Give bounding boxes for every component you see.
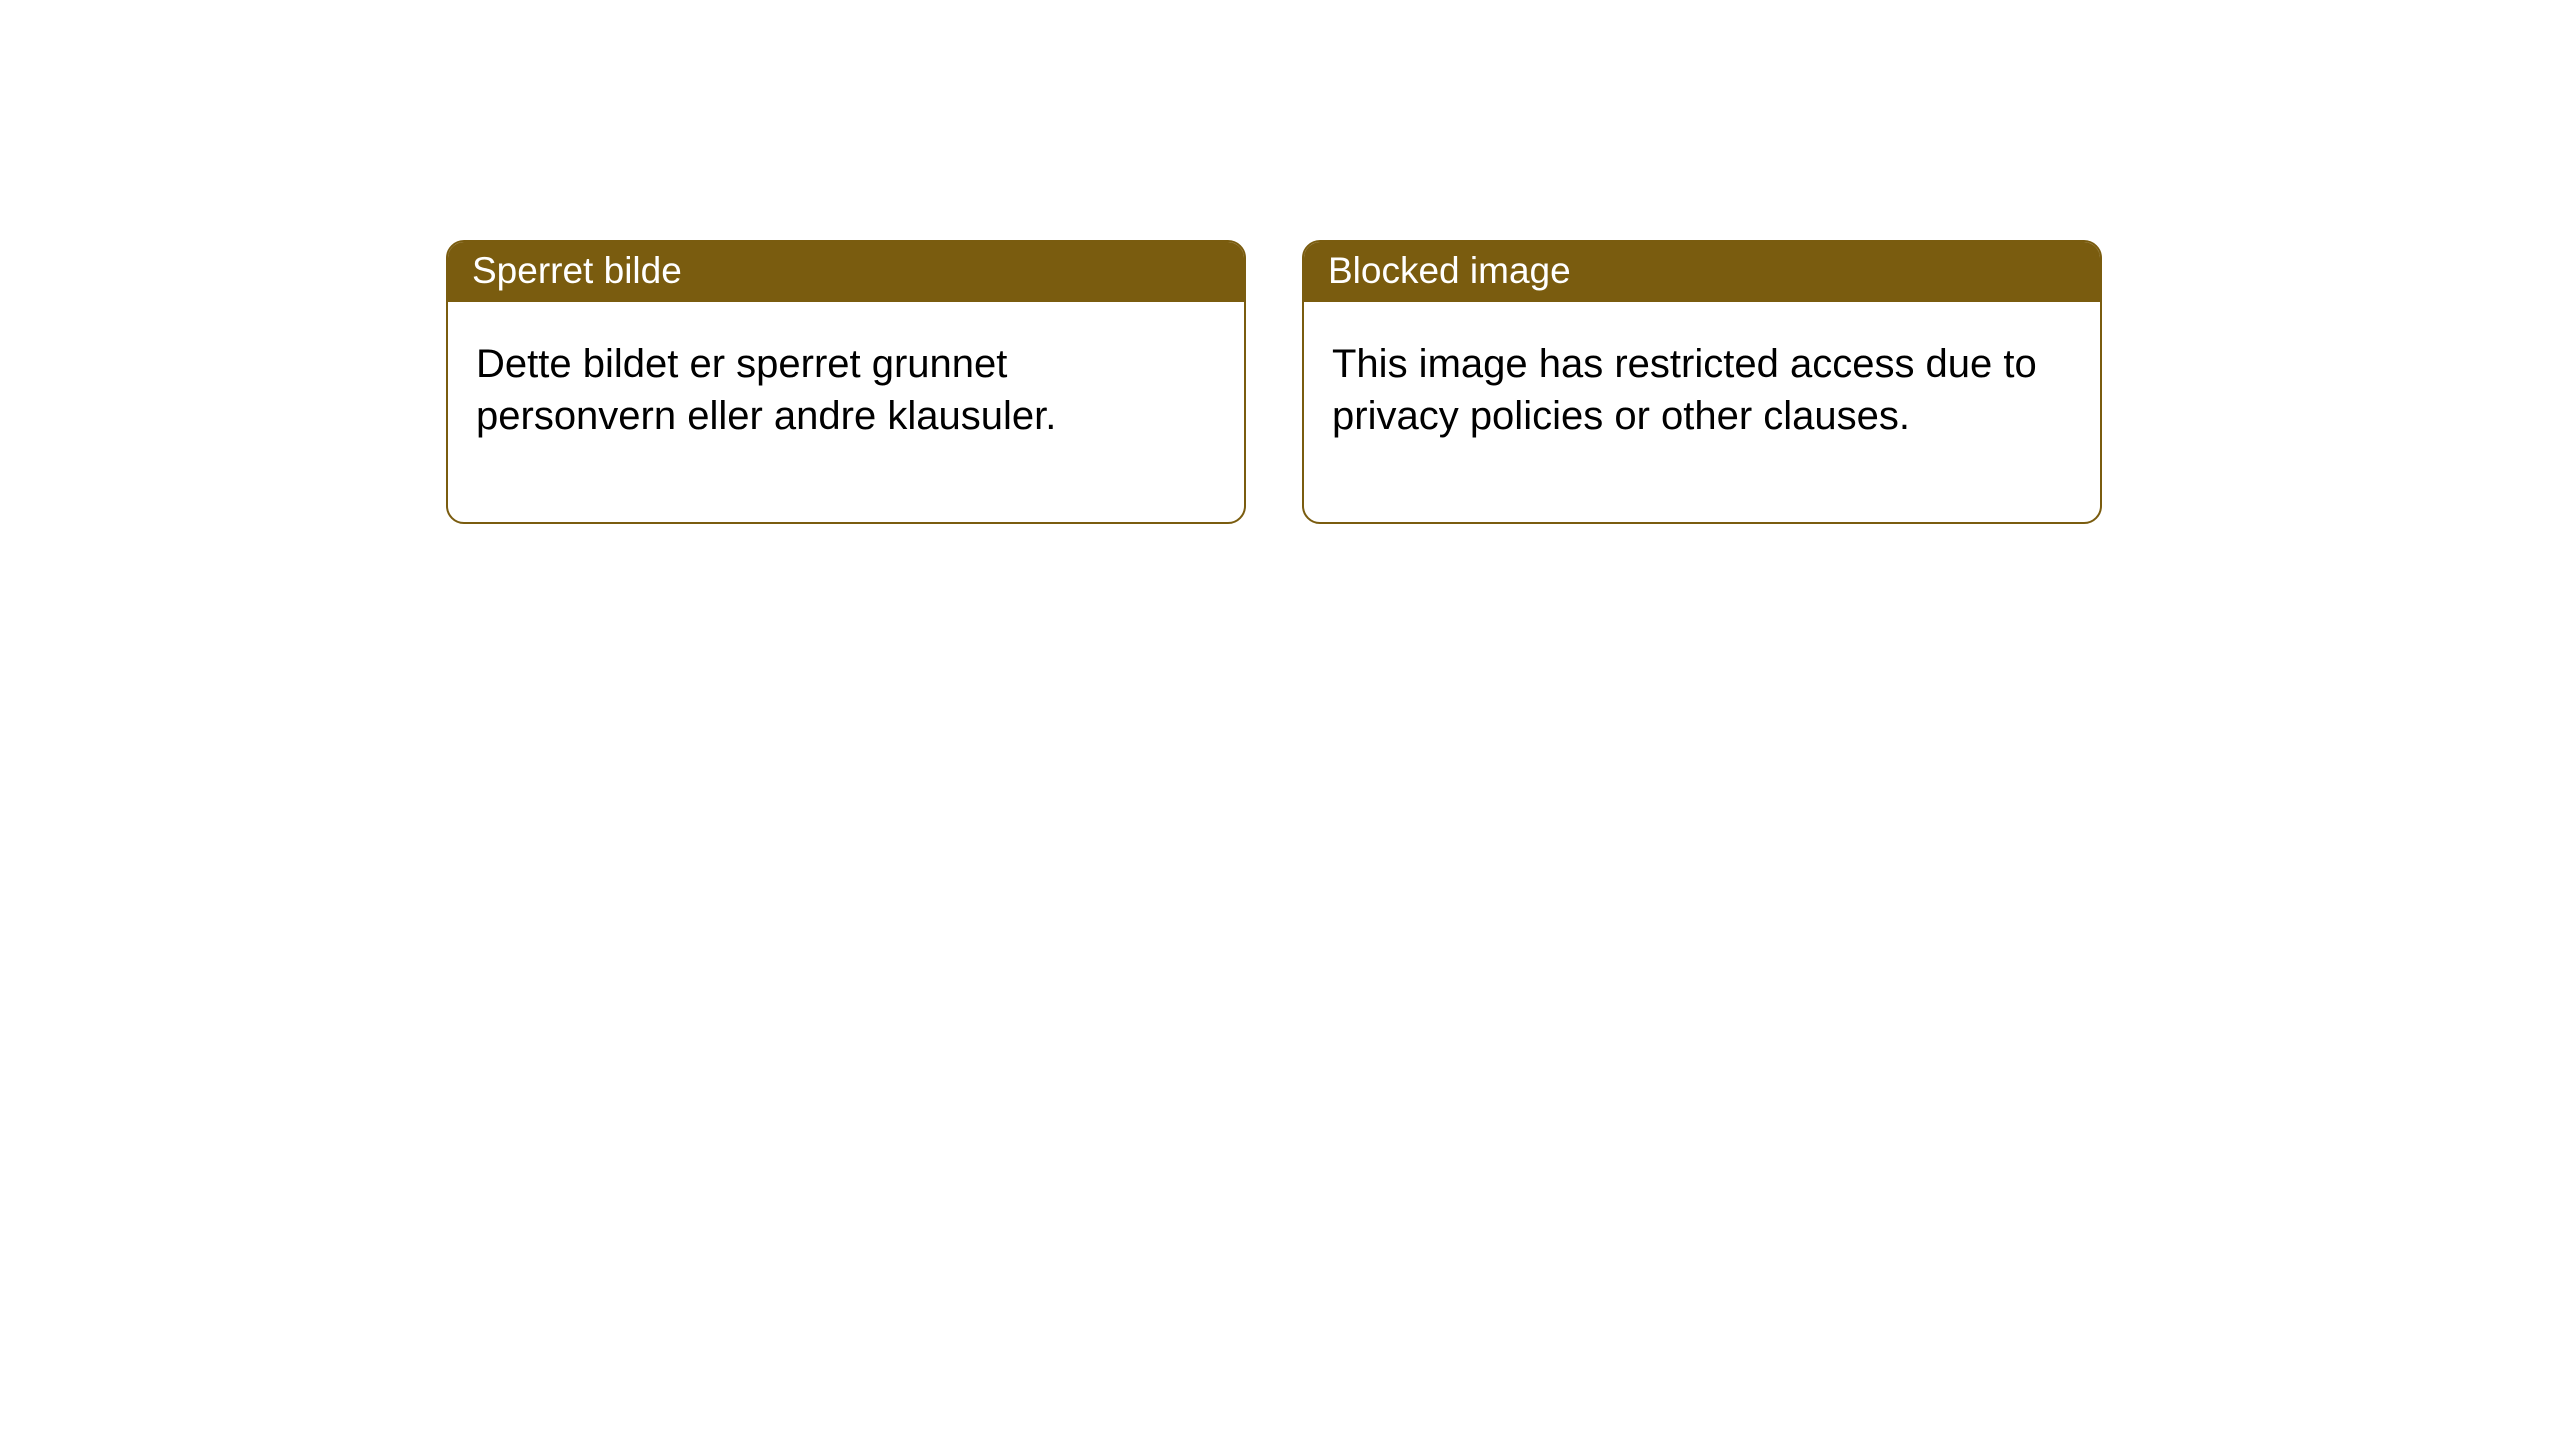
- card-body: This image has restricted access due to …: [1304, 302, 2100, 522]
- notice-card-english: Blocked image This image has restricted …: [1302, 240, 2102, 524]
- card-header: Blocked image: [1304, 242, 2100, 302]
- notice-cards-container: Sperret bilde Dette bildet er sperret gr…: [446, 240, 2102, 524]
- notice-card-norwegian: Sperret bilde Dette bildet er sperret gr…: [446, 240, 1246, 524]
- card-header: Sperret bilde: [448, 242, 1244, 302]
- card-body: Dette bildet er sperret grunnet personve…: [448, 302, 1244, 522]
